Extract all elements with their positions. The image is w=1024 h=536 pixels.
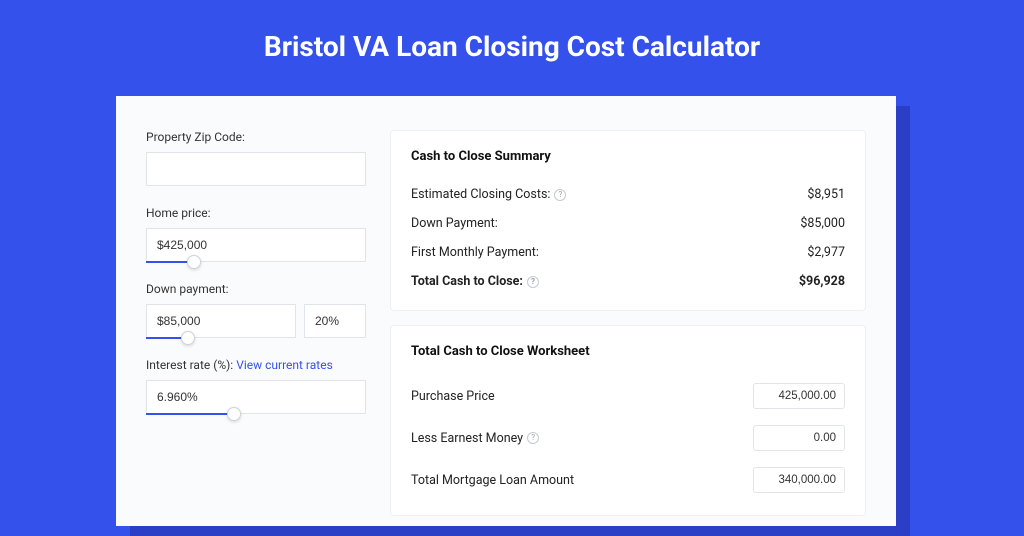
worksheet-row: Less Earnest Money ?: [411, 417, 845, 459]
summary-panel: Cash to Close Summary Estimated Closing …: [390, 130, 866, 311]
interest-rate-slider-thumb[interactable]: [227, 407, 241, 421]
summary-title: Cash to Close Summary: [411, 149, 845, 164]
zip-field-group: Property Zip Code:: [146, 130, 366, 186]
summary-row-value: $8,951: [807, 187, 845, 202]
summary-row-label: Down Payment:: [411, 216, 498, 231]
home-price-input[interactable]: [146, 228, 366, 262]
help-icon[interactable]: ?: [527, 276, 539, 288]
interest-rate-slider[interactable]: [146, 380, 366, 414]
view-rates-link[interactable]: View current rates: [236, 358, 333, 372]
home-price-slider-thumb[interactable]: [187, 255, 201, 269]
down-payment-slider-thumb[interactable]: [181, 331, 195, 345]
purchase-price-input[interactable]: [753, 383, 845, 409]
summary-row-label: First Monthly Payment:: [411, 245, 539, 260]
earnest-money-input[interactable]: [753, 425, 845, 451]
interest-rate-input[interactable]: [146, 380, 366, 414]
worksheet-panel: Total Cash to Close Worksheet Purchase P…: [390, 325, 866, 516]
home-price-label: Home price:: [146, 206, 366, 220]
help-icon[interactable]: ?: [554, 189, 566, 201]
down-payment-slider[interactable]: [146, 304, 296, 338]
down-payment-pct-input[interactable]: [304, 304, 366, 338]
home-price-field-group: Home price:: [146, 206, 366, 262]
interest-rate-label-row: Interest rate (%): View current rates: [146, 358, 366, 372]
down-payment-field-group: Down payment:: [146, 282, 366, 338]
worksheet-row: Total Mortgage Loan Amount: [411, 459, 845, 501]
interest-rate-slider-track: [146, 413, 234, 415]
summary-row-label: Total Cash to Close:: [411, 274, 523, 289]
worksheet-row-label: Total Mortgage Loan Amount: [411, 473, 574, 488]
down-payment-input[interactable]: [146, 304, 296, 338]
worksheet-title: Total Cash to Close Worksheet: [411, 344, 845, 359]
interest-rate-label: Interest rate (%):: [146, 358, 233, 372]
home-price-slider[interactable]: [146, 228, 366, 262]
worksheet-row-label: Purchase Price: [411, 389, 495, 404]
mortgage-amount-input[interactable]: [753, 467, 845, 493]
down-payment-label: Down payment:: [146, 282, 366, 296]
inputs-column: Property Zip Code: Home price: Down paym…: [146, 130, 366, 526]
summary-row: First Monthly Payment: $2,977: [411, 238, 845, 267]
summary-row: Estimated Closing Costs: ? $8,951: [411, 180, 845, 209]
worksheet-row: Purchase Price: [411, 375, 845, 417]
zip-label: Property Zip Code:: [146, 130, 366, 144]
page-title: Bristol VA Loan Closing Cost Calculator: [0, 0, 1024, 89]
summary-row-value: $85,000: [800, 216, 845, 231]
summary-row: Down Payment: $85,000: [411, 209, 845, 238]
worksheet-row-label: Less Earnest Money: [411, 431, 523, 446]
results-column: Cash to Close Summary Estimated Closing …: [390, 130, 866, 526]
summary-row-value: $96,928: [799, 274, 845, 289]
interest-rate-field-group: Interest rate (%): View current rates: [146, 358, 366, 414]
summary-row-total: Total Cash to Close: ? $96,928: [411, 267, 845, 296]
calculator-card: Property Zip Code: Home price: Down paym…: [116, 96, 896, 526]
summary-row-label: Estimated Closing Costs:: [411, 187, 550, 202]
zip-input[interactable]: [146, 152, 366, 186]
help-icon[interactable]: ?: [527, 432, 539, 444]
summary-row-value: $2,977: [807, 245, 845, 260]
